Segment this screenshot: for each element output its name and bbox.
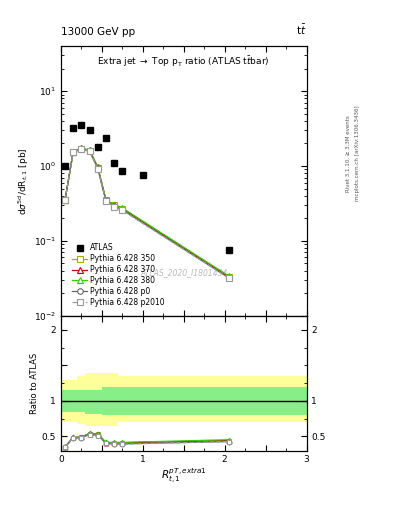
Pythia 6.428 380 [71, 148, 75, 155]
Pythia 6.428 p2010 [112, 204, 116, 210]
Pythia 6.428 p0 [226, 275, 231, 281]
Pythia 6.428 p2010 [120, 207, 125, 214]
Pythia 6.428 p0 [71, 149, 75, 155]
Pythia 6.428 p0 [79, 146, 84, 152]
Pythia 6.428 370 [104, 197, 108, 203]
Pythia 6.428 380 [79, 145, 84, 151]
Line: Pythia 6.428 p2010: Pythia 6.428 p2010 [62, 146, 231, 281]
Pythia 6.428 p0 [87, 148, 92, 154]
Pythia 6.428 350 [226, 274, 231, 280]
Pythia 6.428 370 [95, 164, 100, 170]
Line: ATLAS: ATLAS [62, 122, 232, 253]
Pythia 6.428 370 [79, 145, 84, 152]
Pythia 6.428 350 [62, 197, 67, 203]
Pythia 6.428 350 [71, 148, 75, 155]
Pythia 6.428 p2010 [104, 198, 108, 204]
Pythia 6.428 350 [79, 146, 84, 152]
Pythia 6.428 380 [104, 197, 108, 203]
Line: Pythia 6.428 380: Pythia 6.428 380 [62, 145, 231, 279]
Pythia 6.428 380 [112, 202, 116, 208]
Pythia 6.428 p2010 [87, 148, 92, 155]
Pythia 6.428 p0 [120, 207, 125, 213]
Text: ATLAS_2020_I1801434: ATLAS_2020_I1801434 [140, 268, 228, 277]
Pythia 6.428 p0 [112, 203, 116, 209]
Pythia 6.428 380 [87, 147, 92, 153]
Legend: ATLAS, Pythia 6.428 350, Pythia 6.428 370, Pythia 6.428 380, Pythia 6.428 p0, Py: ATLAS, Pythia 6.428 350, Pythia 6.428 37… [70, 241, 167, 309]
X-axis label: $R_{t,1}^{pT,extra1}$: $R_{t,1}^{pT,extra1}$ [161, 467, 207, 486]
ATLAS [120, 168, 125, 175]
Text: 13000 GeV pp: 13000 GeV pp [61, 27, 135, 37]
ATLAS [112, 160, 116, 166]
Line: Pythia 6.428 370: Pythia 6.428 370 [62, 145, 231, 280]
Pythia 6.428 p2010 [95, 166, 100, 172]
Pythia 6.428 370 [71, 148, 75, 155]
Y-axis label: Ratio to ATLAS: Ratio to ATLAS [30, 353, 39, 414]
ATLAS [71, 125, 75, 131]
Line: Pythia 6.428 350: Pythia 6.428 350 [62, 146, 231, 280]
Pythia 6.428 p2010 [62, 197, 67, 203]
Line: Pythia 6.428 p0: Pythia 6.428 p0 [62, 146, 231, 281]
Pythia 6.428 350 [112, 202, 116, 208]
Pythia 6.428 350 [120, 205, 125, 211]
ATLAS [226, 247, 231, 253]
Pythia 6.428 350 [104, 197, 108, 203]
ATLAS [62, 163, 67, 169]
Pythia 6.428 370 [62, 197, 67, 203]
ATLAS [140, 173, 145, 179]
ATLAS [87, 127, 92, 133]
Pythia 6.428 p2010 [226, 275, 231, 281]
Pythia 6.428 380 [62, 197, 67, 203]
Y-axis label: d$\sigma^{\rm 5d}$/dR$_{t,1}$ [pb]: d$\sigma^{\rm 5d}$/dR$_{t,1}$ [pb] [17, 147, 31, 215]
Pythia 6.428 p2010 [71, 150, 75, 156]
Pythia 6.428 380 [226, 273, 231, 279]
ATLAS [95, 144, 100, 150]
Text: Extra jet $\rightarrow$ Top p$_{\rm T}$ ratio (ATLAS t$\bar{t}$bar): Extra jet $\rightarrow$ Top p$_{\rm T}$ … [97, 54, 270, 69]
Pythia 6.428 370 [87, 147, 92, 154]
Text: mcplots.cern.ch [arXiv:1306.3436]: mcplots.cern.ch [arXiv:1306.3436] [355, 106, 360, 201]
Pythia 6.428 p0 [104, 198, 108, 204]
Pythia 6.428 370 [226, 274, 231, 280]
Pythia 6.428 370 [120, 205, 125, 211]
Pythia 6.428 370 [112, 202, 116, 208]
Text: Rivet 3.1.10, ≥ 3.3M events: Rivet 3.1.10, ≥ 3.3M events [345, 115, 350, 192]
ATLAS [104, 135, 108, 141]
Pythia 6.428 350 [87, 147, 92, 154]
Text: t$\bar{t}$: t$\bar{t}$ [296, 23, 307, 37]
Pythia 6.428 p0 [62, 197, 67, 203]
Pythia 6.428 350 [95, 164, 100, 170]
ATLAS [79, 122, 84, 129]
Pythia 6.428 p0 [95, 165, 100, 172]
Pythia 6.428 380 [95, 164, 100, 170]
Pythia 6.428 380 [120, 205, 125, 211]
Pythia 6.428 p2010 [79, 146, 84, 153]
